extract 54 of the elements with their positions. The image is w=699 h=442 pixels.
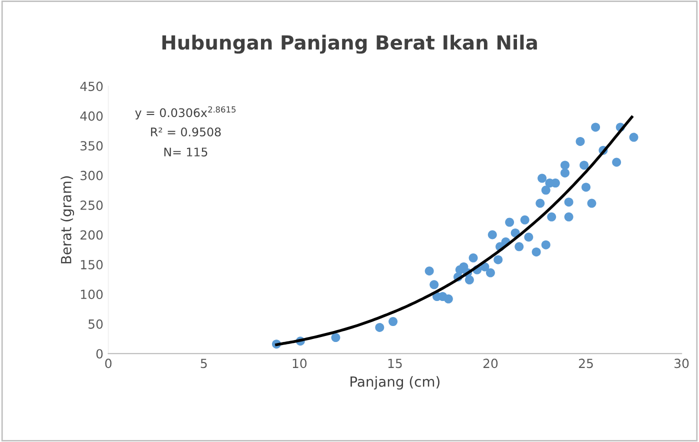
point bbox=[564, 198, 574, 207]
point bbox=[587, 198, 596, 208]
point bbox=[494, 255, 503, 264]
point bbox=[430, 280, 439, 290]
annotation: R² = 0.9508 bbox=[151, 127, 221, 136]
x-tick-label: 15 bbox=[388, 358, 402, 368]
y-tick-label: 50 bbox=[88, 319, 103, 329]
point bbox=[532, 247, 541, 256]
annotation: y = 0.0306x$^{2.8615}$ bbox=[135, 106, 236, 120]
point bbox=[486, 268, 495, 278]
point bbox=[505, 218, 514, 227]
point bbox=[541, 186, 550, 195]
chart-title: Hubungan Panjang Berat Ikan Nila bbox=[162, 34, 537, 54]
point bbox=[612, 158, 622, 167]
y-tick-label: 0 bbox=[96, 349, 103, 359]
x-tick-label: 20 bbox=[483, 358, 498, 368]
point bbox=[560, 168, 570, 178]
point bbox=[524, 232, 534, 242]
y-tick-label: 350 bbox=[80, 141, 103, 151]
point bbox=[580, 160, 589, 170]
point bbox=[520, 215, 530, 224]
y-tick-label: 150 bbox=[81, 260, 103, 270]
x-tick-label: 0 bbox=[105, 358, 112, 368]
y-tick-label: 250 bbox=[80, 200, 103, 210]
x-tick-label: 5 bbox=[200, 358, 207, 368]
point bbox=[547, 212, 556, 222]
y-tick-label: 200 bbox=[80, 230, 103, 240]
point bbox=[488, 230, 497, 240]
y-axis-title: Berat (gram) bbox=[60, 176, 74, 264]
y-tick-label: 300 bbox=[80, 170, 103, 180]
point bbox=[541, 240, 550, 250]
point bbox=[424, 266, 434, 276]
point bbox=[331, 333, 340, 342]
point bbox=[576, 136, 585, 146]
y-tick-label: 450 bbox=[80, 82, 103, 92]
y-tick-label: 100 bbox=[81, 290, 103, 300]
x-tick-label: 25 bbox=[578, 358, 593, 368]
point bbox=[591, 122, 600, 132]
point bbox=[464, 275, 474, 284]
point bbox=[560, 160, 570, 170]
x-tick-label: 10 bbox=[292, 358, 307, 368]
point bbox=[514, 242, 524, 252]
point bbox=[388, 317, 398, 326]
point bbox=[536, 198, 545, 208]
point bbox=[581, 182, 590, 192]
annotation: N= 115 bbox=[164, 148, 208, 156]
point bbox=[375, 322, 384, 332]
x-tick-label: 30 bbox=[674, 358, 689, 368]
point bbox=[564, 212, 574, 222]
x-axis-title: Panjang (cm) bbox=[350, 376, 440, 390]
point bbox=[538, 174, 547, 183]
y-tick-label: 400 bbox=[80, 111, 103, 121]
point bbox=[629, 132, 638, 142]
point bbox=[468, 253, 478, 262]
